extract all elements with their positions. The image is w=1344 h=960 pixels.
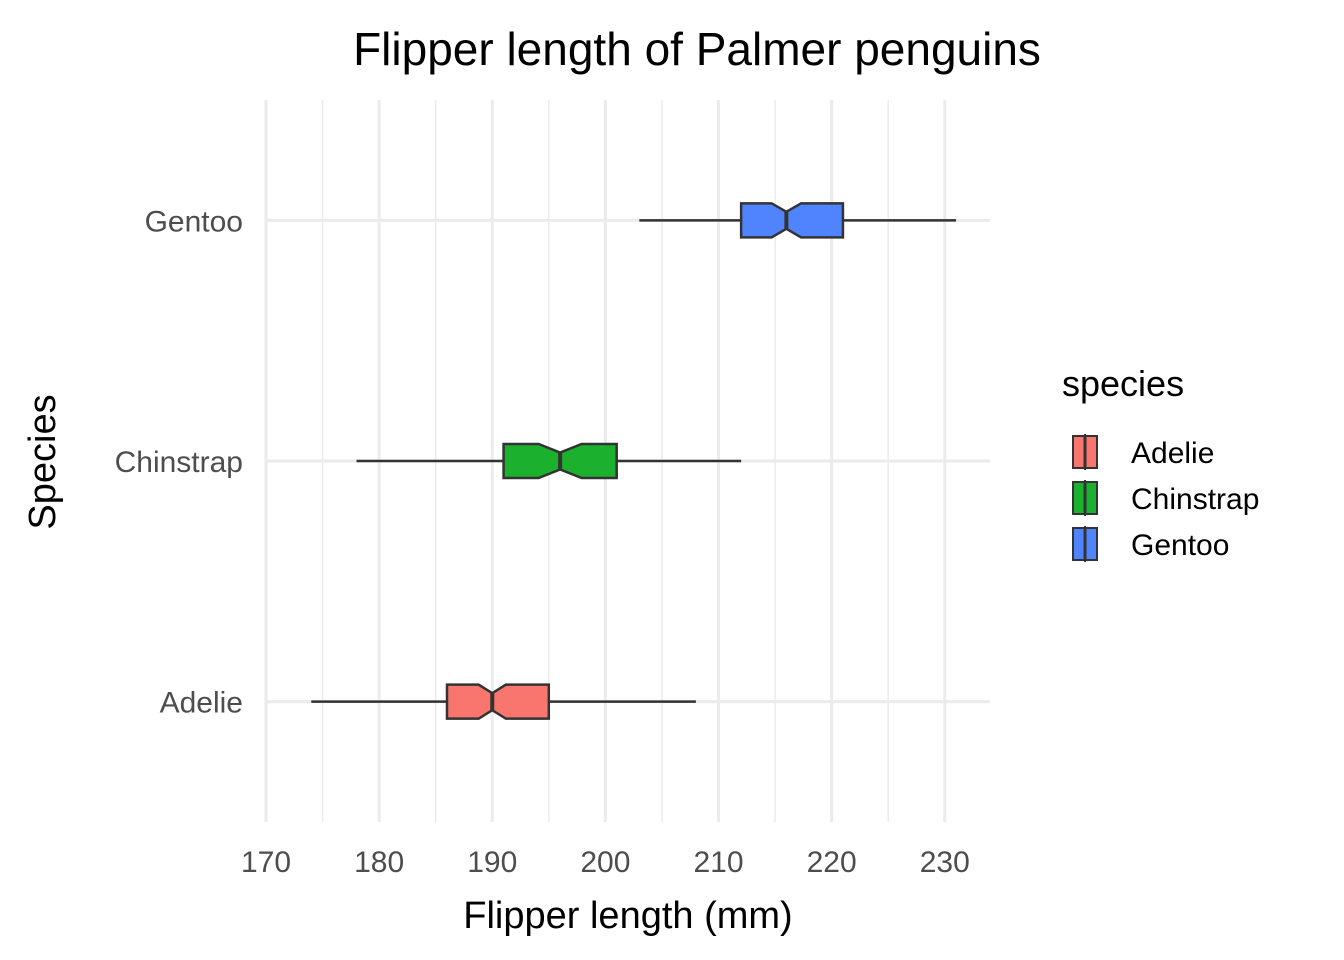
x-tick-label: 180	[354, 846, 404, 879]
x-tick-label: 230	[920, 846, 970, 879]
y-tick-label: Gentoo	[145, 205, 243, 238]
x-tick-label: 200	[580, 846, 630, 879]
x-tick-label: 170	[241, 846, 291, 879]
tick-layer: 170 180 190 200 210 220 230 Adelie Chinstrap Gent…	[115, 205, 970, 879]
box-adelie	[445, 683, 551, 720]
y-tick-label: Chinstrap	[115, 446, 243, 479]
box-gentoo	[739, 202, 845, 239]
y-axis-title: Species	[22, 394, 64, 529]
legend-label: Adelie	[1131, 437, 1214, 470]
x-axis-title: Flipper length (mm)	[463, 895, 792, 937]
box-layer	[311, 202, 957, 720]
x-tick-label: 190	[467, 846, 517, 879]
legend-label: Gentoo	[1131, 529, 1229, 562]
legend-title: species	[1062, 363, 1184, 404]
chart-title: Flipper length of Palmer penguins	[353, 23, 1041, 75]
y-tick-label: Adelie	[160, 687, 243, 720]
x-tick-label: 220	[807, 846, 857, 879]
legend-keys: Adelie Chinstrap Gentoo	[1072, 434, 1259, 562]
legend-label: Chinstrap	[1131, 483, 1259, 516]
x-tick-label: 210	[693, 846, 743, 879]
legend: species Adelie Chinstrap Gentoo	[1062, 363, 1259, 562]
